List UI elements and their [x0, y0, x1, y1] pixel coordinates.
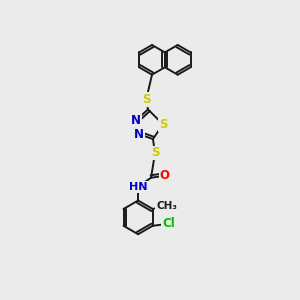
Text: S: S — [151, 146, 159, 160]
Text: S: S — [142, 93, 150, 106]
Text: HN: HN — [129, 182, 147, 192]
Text: CH₃: CH₃ — [156, 201, 177, 211]
Text: S: S — [159, 118, 167, 131]
Text: N: N — [134, 128, 144, 141]
Text: N: N — [131, 114, 141, 127]
Text: Cl: Cl — [162, 217, 175, 230]
Text: O: O — [160, 169, 170, 182]
